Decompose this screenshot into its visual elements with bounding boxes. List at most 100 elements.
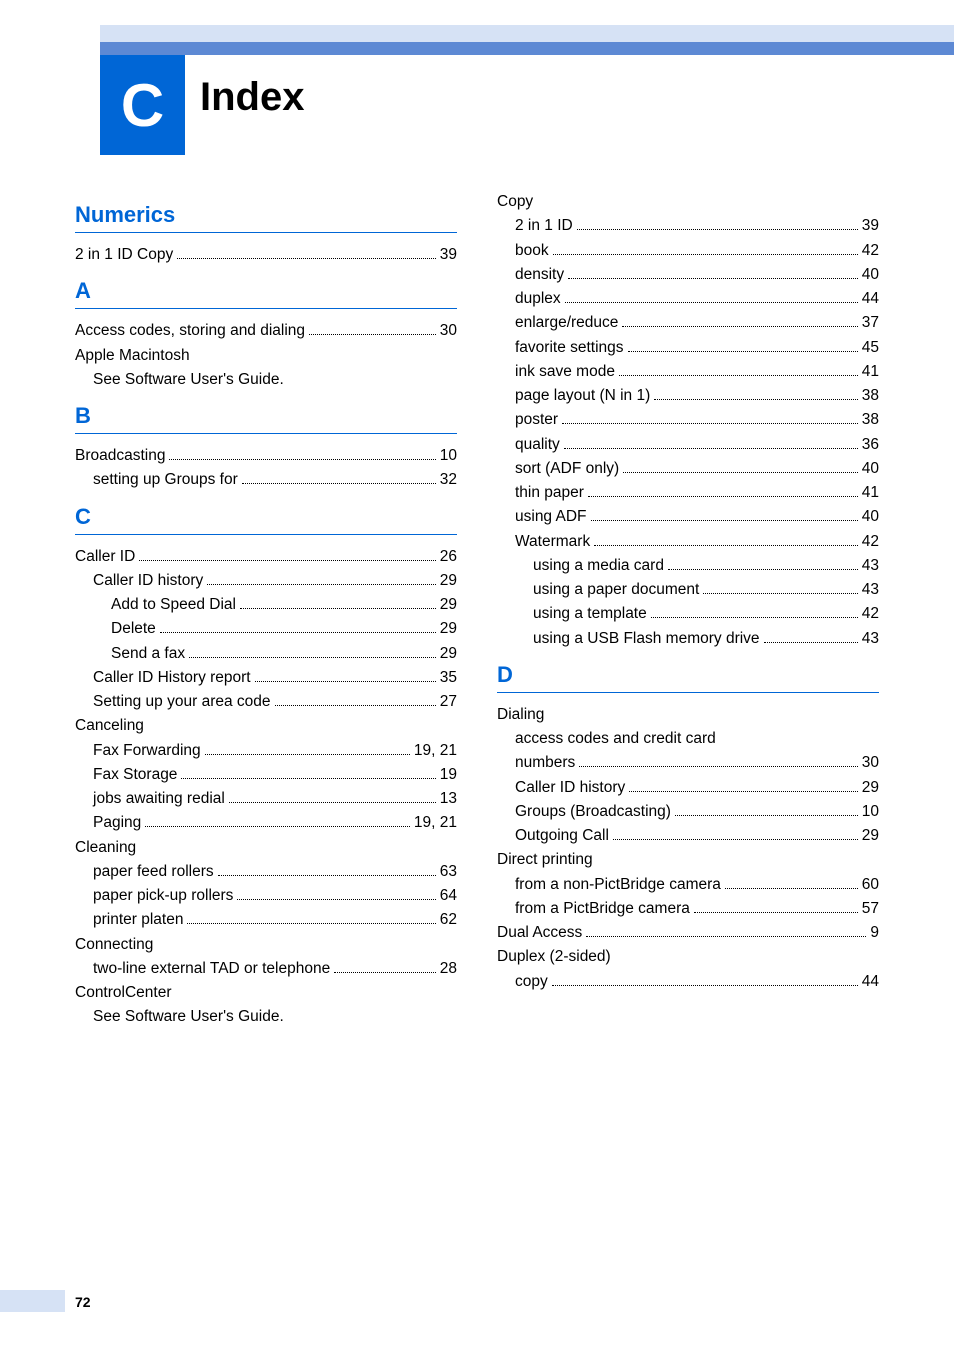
entry-label: duplex (515, 287, 561, 310)
entry-label: ink save mode (515, 360, 615, 383)
entry-label: sort (ADF only) (515, 457, 619, 480)
entry-page: 42 (862, 602, 879, 625)
entry-page: 35 (440, 666, 457, 689)
entry-page: 44 (862, 287, 879, 310)
index-entry: Dual Access9 (497, 921, 879, 944)
entry-label: Access codes, storing and dialing (75, 319, 305, 342)
index-entry: density 40 (497, 263, 879, 286)
leader-dots (579, 766, 857, 767)
entry-label: book (515, 239, 549, 262)
leader-dots (139, 560, 435, 561)
entry-label: quality (515, 433, 560, 456)
entry-label: using a USB Flash memory drive (533, 627, 760, 650)
leader-dots (694, 912, 858, 913)
entry-label: favorite settings (515, 336, 624, 359)
entry-label: Fax Forwarding (93, 739, 201, 762)
entry-label: two-line external TAD or telephone (93, 957, 330, 980)
index-entry: paper feed rollers63 (75, 860, 457, 883)
entry-page: 29 (440, 569, 457, 592)
entry-page: 41 (862, 481, 879, 504)
leader-dots (577, 229, 858, 230)
entry-page: 40 (862, 263, 879, 286)
index-entry: enlarge/reduce37 (497, 311, 879, 334)
entry-page: 41 (862, 360, 879, 383)
leader-dots (703, 593, 857, 594)
entry-label: Fax Storage (93, 763, 177, 786)
entry-label: using a paper document (533, 578, 699, 601)
page-title: Index (200, 75, 304, 120)
index-entry: sort (ADF only) 40 (497, 457, 879, 480)
index-entry: from a PictBridge camera57 (497, 897, 879, 920)
index-entry: Delete29 (75, 617, 457, 640)
entry-page: 19, 21 (414, 739, 457, 762)
entry-page: 29 (440, 593, 457, 616)
entry-label: using a template (533, 602, 647, 625)
leader-dots (145, 826, 410, 827)
entry-label: using ADF (515, 505, 587, 528)
index-entry: ink save mode 41 (497, 360, 879, 383)
index-entry: ControlCenter (75, 981, 457, 1004)
leader-dots (255, 681, 436, 682)
entry-page: 39 (440, 243, 457, 266)
entry-label: Send a fax (111, 642, 185, 665)
entry-page: 26 (440, 545, 457, 568)
entry-page: 29 (862, 824, 879, 847)
entry-label: Connecting (75, 933, 153, 956)
leader-dots (675, 815, 858, 816)
entry-label: numbers (515, 751, 575, 774)
entry-page: 40 (862, 457, 879, 480)
entry-label: Copy (497, 190, 533, 213)
entry-page: 29 (862, 776, 879, 799)
entry-page: 60 (862, 873, 879, 896)
index-entry: Caller ID history29 (75, 569, 457, 592)
leader-dots (764, 642, 858, 643)
entry-label: 2 in 1 ID (515, 214, 573, 237)
index-entry: Canceling (75, 714, 457, 737)
index-entry: Paging19, 21 (75, 811, 457, 834)
index-entry: Direct printing (497, 848, 879, 871)
index-entry: book42 (497, 239, 879, 262)
leader-dots (205, 754, 410, 755)
entry-page: 39 (862, 214, 879, 237)
entry-page: 64 (440, 884, 457, 907)
index-entry: See Software User's Guide. (75, 1005, 457, 1028)
entry-page: 19 (440, 763, 457, 786)
leader-dots (623, 472, 858, 473)
leader-dots (586, 936, 866, 937)
index-entry: quality 36 (497, 433, 879, 456)
index-entry: jobs awaiting redial13 (75, 787, 457, 810)
entry-page: 36 (862, 433, 879, 456)
leader-dots (207, 584, 436, 585)
entry-label: using a media card (533, 554, 664, 577)
entry-label: from a non-PictBridge camera (515, 873, 721, 896)
leader-dots (562, 423, 858, 424)
section-head: C (75, 504, 457, 535)
leader-dots (568, 278, 858, 279)
entry-label: density (515, 263, 564, 286)
index-entry: 2 in 1 ID Copy39 (75, 243, 457, 266)
leader-dots (668, 569, 858, 570)
index-entry: 2 in 1 ID 39 (497, 214, 879, 237)
index-entry: paper pick-up rollers 64 (75, 884, 457, 907)
index-entry: Access codes, storing and dialing30 (75, 319, 457, 342)
index-entry: Copy (497, 190, 879, 213)
index-entry: two-line external TAD or telephone28 (75, 957, 457, 980)
index-entry: Dialing (497, 703, 879, 726)
entry-page: 43 (862, 578, 879, 601)
entry-page: 10 (862, 800, 879, 823)
entry-label: Direct printing (497, 848, 593, 871)
leader-dots (160, 632, 436, 633)
leader-dots (169, 459, 435, 460)
index-entry: Caller ID26 (75, 545, 457, 568)
entry-page: 32 (440, 468, 457, 491)
entry-label: Watermark (515, 530, 590, 553)
entry-page: 40 (862, 505, 879, 528)
footer-tab (0, 1290, 65, 1312)
leader-dots (591, 520, 858, 521)
entry-page: 9 (870, 921, 879, 944)
leader-dots (622, 326, 857, 327)
entry-page: 57 (862, 897, 879, 920)
entry-label: paper pick-up rollers (93, 884, 233, 907)
index-entry: Fax Storage 19 (75, 763, 457, 786)
entry-page: 42 (862, 530, 879, 553)
